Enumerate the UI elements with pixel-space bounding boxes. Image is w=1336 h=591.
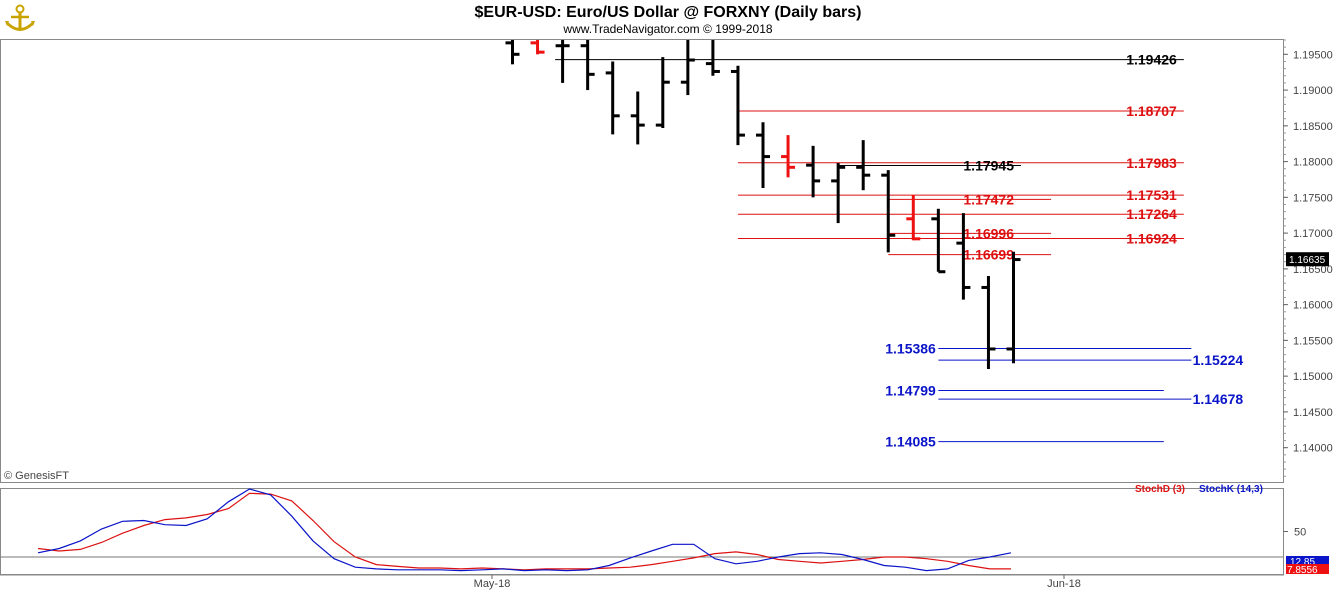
anchor-icon	[5, 4, 35, 31]
level-label: 1.15386	[885, 341, 936, 357]
y-tick-label: 1.19000	[1293, 85, 1333, 97]
level-label: 1.14799	[885, 383, 936, 399]
chart-subtitle: www.TradeNavigator.com © 1999-2018	[562, 22, 772, 36]
level-label: 1.17264	[1126, 206, 1177, 222]
stochk-value: 12.85	[1290, 557, 1315, 568]
y-tick-label: 1.18000	[1293, 157, 1333, 169]
level-label: 1.14085	[885, 434, 936, 450]
x-tick-label: Jun-18	[1047, 578, 1081, 590]
level-label: 1.16699	[963, 247, 1014, 263]
level-label: 1.14678	[1193, 391, 1244, 407]
level-label: 1.16924	[1126, 231, 1177, 247]
level-label: 1.17945	[963, 158, 1014, 174]
y-tick-label: 1.14000	[1293, 443, 1333, 455]
stochastic-panel	[0, 488, 1284, 575]
level-label: 1.17531	[1126, 187, 1177, 203]
stochk-value-badge	[1286, 556, 1329, 566]
last-price-badge	[1286, 252, 1329, 267]
y-tick-label: 1.16000	[1293, 300, 1333, 312]
y-tick-label: 1.15000	[1293, 371, 1333, 383]
stochk-line	[37, 488, 1012, 572]
level-label: 1.15224	[1193, 352, 1244, 368]
y-tick-label: 1.15500	[1293, 335, 1333, 347]
level-label: 1.17472	[963, 191, 1014, 207]
y-tick-label: 1.17500	[1293, 192, 1333, 204]
level-label: 1.16996	[963, 225, 1014, 241]
x-tick-label: May-18	[474, 578, 511, 590]
y-tick-label: 1.16500	[1293, 264, 1333, 276]
y-tick-label: 1.19500	[1293, 49, 1333, 61]
copyright-label: © GenesisFT	[4, 470, 69, 482]
stochd-value: 7.8556	[1287, 565, 1318, 576]
last-price-label: 1.16635	[1289, 255, 1326, 266]
level-label: 1.18707	[1126, 103, 1177, 119]
stoch-tick-label: 50	[1294, 527, 1306, 539]
y-tick-label: 1.18500	[1293, 121, 1333, 133]
logo	[5, 4, 35, 31]
level-label: 1.19426	[1126, 52, 1177, 68]
chart-title: $EUR-USD: Euro/US Dollar @ FORXNY (Daily…	[475, 4, 862, 21]
legend-stochd: StochD (3)	[1135, 484, 1185, 495]
level-label: 1.17983	[1126, 155, 1177, 171]
legend-stochk: StochK (14,3)	[1199, 484, 1263, 495]
stochd-line	[37, 492, 1011, 571]
y-tick-label: 1.17000	[1293, 228, 1333, 240]
price-panel	[0, 39, 1284, 483]
y-tick-label: 1.14500	[1293, 407, 1333, 419]
stochd-value-badge	[1286, 564, 1329, 574]
